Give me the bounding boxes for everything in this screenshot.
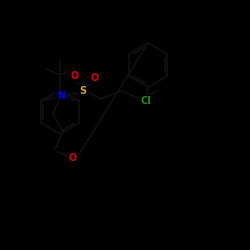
Text: O: O (91, 73, 99, 83)
Text: O: O (69, 153, 77, 163)
Text: Cl: Cl (140, 96, 151, 106)
Text: N: N (57, 91, 65, 101)
Text: S: S (80, 86, 86, 96)
Text: O: O (71, 71, 79, 81)
